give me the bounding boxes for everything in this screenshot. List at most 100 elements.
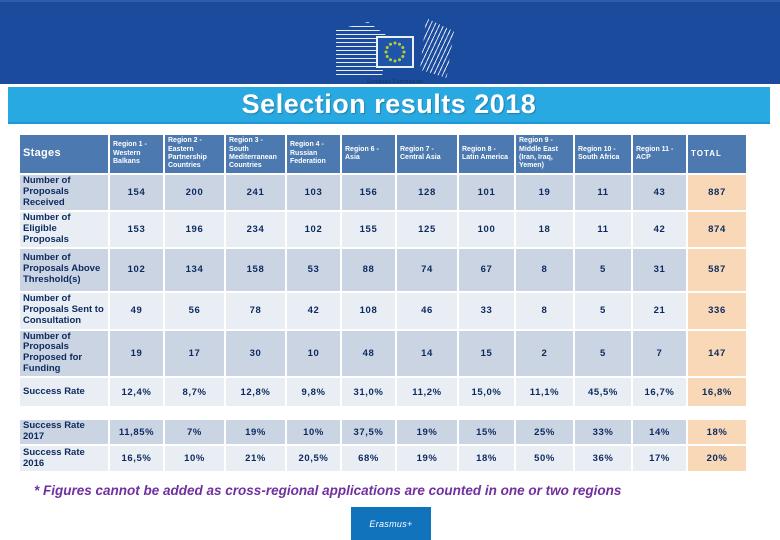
table-cell: 2 <box>516 330 573 377</box>
table-cell: 68% <box>342 446 395 472</box>
table-cell: 200 <box>165 175 224 210</box>
header-row: Stages Region 1 - Western Balkans Region 2… <box>20 135 746 173</box>
table-cell: 234 <box>226 211 285 247</box>
column-header: Region 8 - Latin America <box>459 135 514 173</box>
table-cell: 15 <box>459 330 514 377</box>
total-cell: 18% <box>688 420 746 445</box>
table-cell: 11 <box>575 211 631 247</box>
table-cell: 11,1% <box>516 378 573 407</box>
table-cell: 46 <box>397 292 457 329</box>
table-cell: 8 <box>516 292 573 329</box>
table-cell: 16,5% <box>110 446 163 472</box>
table-cell: 33 <box>459 292 514 329</box>
column-header: Region 1 - Western Balkans <box>110 135 163 173</box>
table-cell: 101 <box>459 175 514 210</box>
column-header: Region 2 - Eastern Partnership Countries <box>165 135 224 173</box>
page-title: Selection results 2018 <box>241 89 537 119</box>
eu-stars <box>384 41 406 63</box>
column-header: Region 9 - Middle East (Iran, Iraq, Yeme… <box>516 135 573 173</box>
table-cell: 74 <box>397 248 457 291</box>
table-cell: 11,2% <box>397 378 457 407</box>
table-row: Number of Proposals Sent to Consultation… <box>20 292 746 329</box>
row-label: Number of Proposals Sent to Consultation <box>20 292 108 329</box>
eu-flag <box>376 36 414 68</box>
table-row: Number of Proposals Above Threshold(s) 10… <box>20 248 746 291</box>
table-cell: 10 <box>287 330 340 377</box>
table-row: Success Rate 12,4% 8,7% 12,8% 9,8% 31,0% 11,2%… <box>20 378 746 407</box>
table-cell: 33% <box>575 420 631 445</box>
column-header: Region 6 - Asia <box>342 135 395 173</box>
stages-header: Stages <box>20 135 108 173</box>
row-label: Number of Eligible Proposals <box>20 211 108 247</box>
row-gap <box>20 408 746 418</box>
table-cell: 18% <box>459 446 514 472</box>
table-cell: 10% <box>287 420 340 445</box>
table-cell: 53 <box>287 248 340 291</box>
table-cell: 128 <box>397 175 457 210</box>
table-cell: 14% <box>633 420 686 445</box>
table-cell: 12,4% <box>110 378 163 407</box>
table-cell: 5 <box>575 292 631 329</box>
table-cell: 31 <box>633 248 686 291</box>
total-cell: 336 <box>688 292 746 329</box>
table-cell: 31,0% <box>342 378 395 407</box>
table-cell: 103 <box>287 175 340 210</box>
table-cell: 158 <box>226 248 285 291</box>
table-cell: 21 <box>633 292 686 329</box>
table-cell: 17% <box>633 446 686 472</box>
table-cell: 125 <box>397 211 457 247</box>
table-cell: 241 <box>226 175 285 210</box>
table-cell: 19 <box>516 175 573 210</box>
table-cell: 45,5% <box>575 378 631 407</box>
table-row: Number of Proposals Proposed for Funding… <box>20 330 746 377</box>
table-row: Number of Proposals Received 154 200 241 103… <box>20 175 746 210</box>
table-cell: 8,7% <box>165 378 224 407</box>
table-cell: 42 <box>633 211 686 247</box>
table-cell: 37,5% <box>342 420 395 445</box>
table-cell: 42 <box>287 292 340 329</box>
table-cell: 88 <box>342 248 395 291</box>
table-cell: 10% <box>165 446 224 472</box>
table-cell: 8 <box>516 248 573 291</box>
slide-title-bar: Selection results 2018 <box>8 87 770 124</box>
table-cell: 17 <box>165 330 224 377</box>
top-band <box>0 0 780 84</box>
table-cell: 154 <box>110 175 163 210</box>
table-cell: 102 <box>287 211 340 247</box>
row-label: Success Rate 2016 <box>20 446 108 472</box>
table-row: Success Rate 2016 16,5% 10% 21% 20,5% 68% 19% 1… <box>20 446 746 472</box>
total-cell: 887 <box>688 175 746 210</box>
table-cell: 100 <box>459 211 514 247</box>
table-cell: 30 <box>226 330 285 377</box>
ec-logo-caption: European Commission <box>366 79 424 85</box>
column-header: Region 7 - Central Asia <box>397 135 457 173</box>
table-cell: 102 <box>110 248 163 291</box>
total-cell: 874 <box>688 211 746 247</box>
total-cell: 20% <box>688 446 746 472</box>
table-cell: 48 <box>342 330 395 377</box>
table-cell: 19 <box>110 330 163 377</box>
column-header: TOTAL <box>688 135 746 173</box>
ec-building-graphic-right <box>420 18 454 78</box>
row-label: Number of Proposals Proposed for Funding <box>20 330 108 377</box>
european-commission-logo <box>332 16 462 82</box>
table-cell: 36% <box>575 446 631 472</box>
table-cell: 50% <box>516 446 573 472</box>
total-cell: 147 <box>688 330 746 377</box>
table-cell: 155 <box>342 211 395 247</box>
table-cell: 78 <box>226 292 285 329</box>
table-cell: 14 <box>397 330 457 377</box>
footnote: * Figures cannot be added as cross-regio… <box>34 483 622 498</box>
row-label: Number of Proposals Above Threshold(s) <box>20 248 108 291</box>
table-cell: 11 <box>575 175 631 210</box>
table-row: Number of Eligible Proposals 153 196 234 102… <box>20 211 746 247</box>
table-cell: 20,5% <box>287 446 340 472</box>
column-header: Region 4 - Russian Federation <box>287 135 340 173</box>
column-header: Region 10 - South Africa <box>575 135 631 173</box>
table-cell: 156 <box>342 175 395 210</box>
total-cell: 16,8% <box>688 378 746 407</box>
table-cell: 5 <box>575 248 631 291</box>
table-cell: 108 <box>342 292 395 329</box>
table-cell: 9,8% <box>287 378 340 407</box>
